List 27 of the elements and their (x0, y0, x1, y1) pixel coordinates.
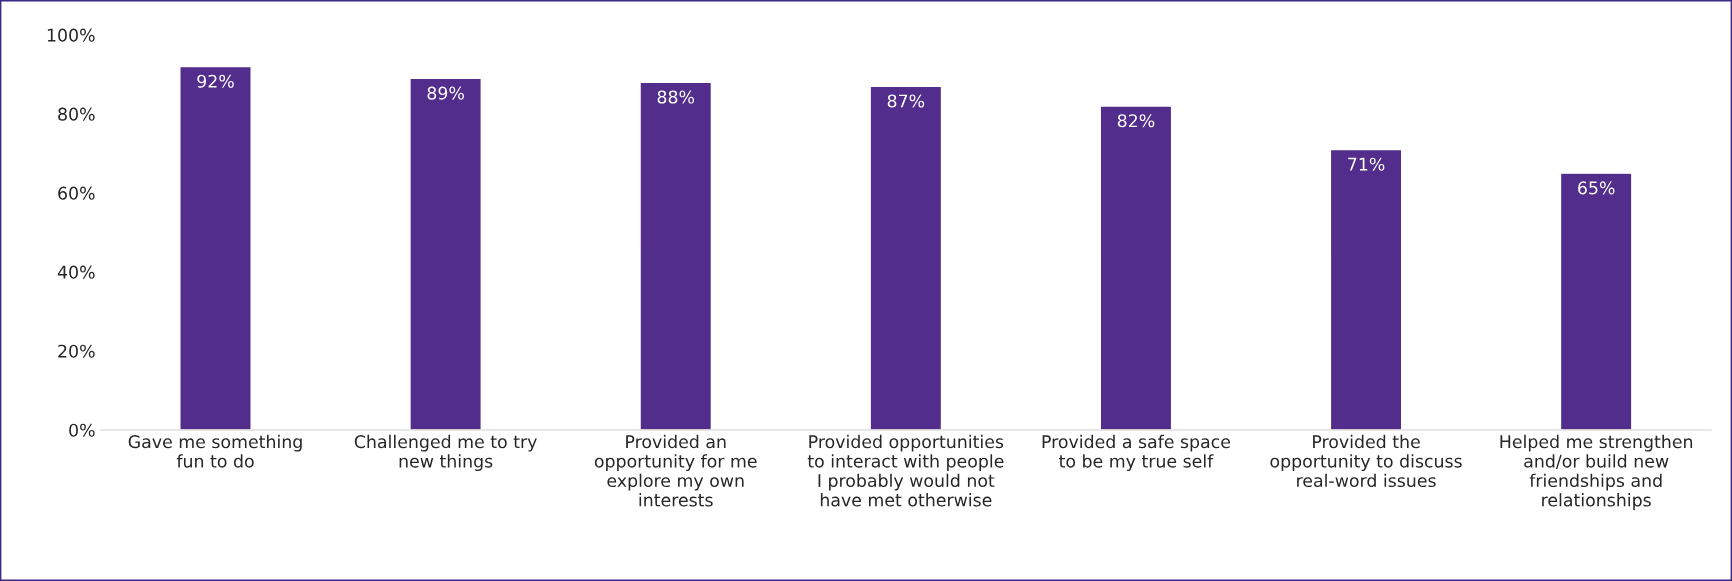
bar (409, 77, 482, 430)
bar (1329, 148, 1403, 430)
data-label: 87% (887, 94, 925, 108)
data-label: 82% (1117, 114, 1155, 128)
y-tick-label: 20% (58, 344, 95, 358)
y-tick-label: 0% (69, 423, 95, 437)
y-tick-label: 100% (47, 28, 95, 42)
bar (179, 65, 252, 430)
x-tick-label: Provided a safe space to be my true self (1042, 434, 1230, 472)
x-tick-label: Challenged me to try new things (354, 434, 537, 472)
x-tick-label: Provided the opportunity to discuss real-word issues (1270, 434, 1462, 488)
y-tick-label: 40% (57, 265, 95, 279)
bar (639, 81, 713, 430)
data-label: 88% (657, 90, 695, 104)
x-tick-label: Provided an opportunity for me explore my own interests (594, 434, 757, 507)
data-label: 89% (427, 86, 464, 100)
x-tick-label: Gave me something fun to do (128, 434, 302, 468)
bar (1559, 172, 1633, 430)
bar (1099, 105, 1173, 430)
data-label: 71% (1348, 157, 1385, 171)
x-tick-label: Provided opportunities to interact with people I probably would not have met otherwise (807, 434, 1004, 507)
y-tick-label: 60% (58, 186, 95, 200)
x-tick-label: Helped me strengthen and/or build new friendships and relationships (1500, 434, 1693, 510)
bar (869, 85, 943, 430)
y-tick-label: 80% (58, 107, 95, 121)
data-label: 92% (197, 74, 234, 88)
data-label: 65% (1578, 181, 1615, 195)
